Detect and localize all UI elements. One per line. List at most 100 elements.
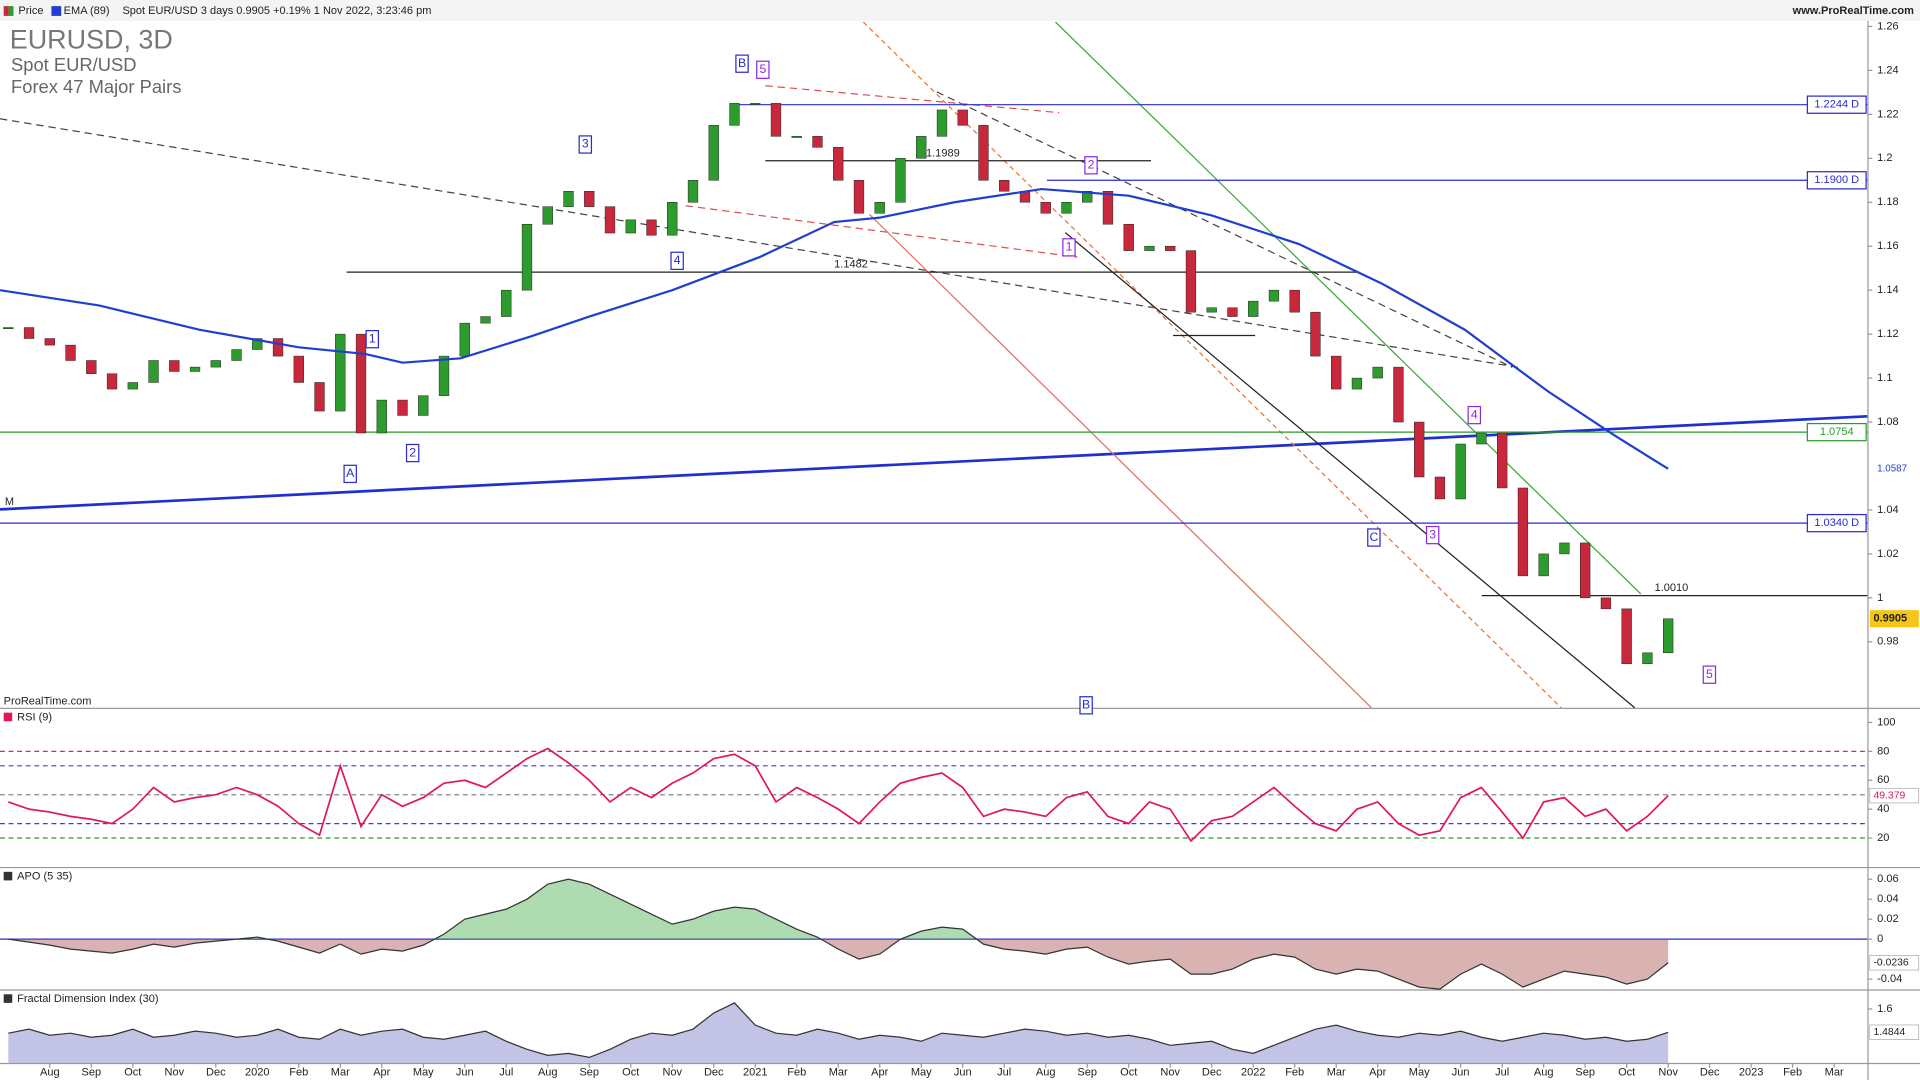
instrument-info: Spot EUR/USD 3 days 0.9905 +0.19% 1 Nov … <box>122 5 431 17</box>
wave-label: 5 <box>1706 667 1713 681</box>
candle <box>1289 289 1300 313</box>
candle <box>604 206 616 234</box>
x-tick-label: Oct <box>622 1067 639 1079</box>
candle <box>86 360 97 374</box>
candle <box>812 136 823 148</box>
x-tick-label: Feb <box>289 1067 308 1079</box>
x-tick-label: Oct <box>1618 1067 1635 1079</box>
price-line-label: 1.0010 <box>1655 582 1689 594</box>
wave-label: 2 <box>1088 158 1095 172</box>
level-label: 1.1900 D <box>1814 174 1859 186</box>
candle <box>584 191 595 207</box>
indicator-line <box>8 747 1669 843</box>
candle <box>729 103 740 126</box>
x-tick-label: Nov <box>164 1067 184 1079</box>
value-label: 49.379 <box>1873 790 1905 801</box>
y-tick-label: 1.02 <box>1877 548 1898 560</box>
candle <box>853 180 865 214</box>
candle <box>1642 652 1653 665</box>
candle <box>542 206 553 225</box>
candle <box>169 360 180 372</box>
candle <box>293 355 304 383</box>
header-bar <box>0 0 1920 21</box>
last-price-label: 0.9905 <box>1873 613 1907 625</box>
subtitle: Spot EUR/USD <box>11 54 137 75</box>
candle <box>1580 542 1591 599</box>
indicator-line <box>8 878 1669 990</box>
candle <box>1040 202 1051 214</box>
candle <box>1538 553 1549 577</box>
site: www.ProRealTime.com <box>1792 5 1914 17</box>
candle <box>895 158 906 203</box>
candle <box>791 136 802 138</box>
candle <box>1185 250 1197 313</box>
x-tick-label: Apr <box>373 1067 390 1079</box>
y-tick-label: 1 <box>1877 592 1883 604</box>
x-tick-label: 2022 <box>1241 1067 1266 1079</box>
candle <box>480 316 491 324</box>
y-tick-label: 1.12 <box>1877 328 1898 340</box>
candle <box>459 322 470 357</box>
level-label: 1.2244 D <box>1814 99 1859 111</box>
legend-swatch <box>3 6 9 16</box>
wave-label: 1 <box>1066 240 1073 254</box>
candle <box>1310 311 1321 357</box>
candle <box>646 219 657 236</box>
wave-box <box>343 464 357 484</box>
wave-label: 3 <box>1429 527 1436 541</box>
wave-box <box>1467 405 1482 425</box>
candle <box>210 360 221 368</box>
candle <box>148 360 159 383</box>
x-tick-label: Aug <box>1534 1067 1554 1079</box>
candle <box>272 338 284 357</box>
wave-box <box>405 443 420 463</box>
x-tick-label: Jul <box>499 1067 513 1079</box>
candle <box>397 399 408 416</box>
x-tick-label: Dec <box>1700 1067 1720 1079</box>
x-tick-label: Mar <box>1327 1067 1346 1079</box>
candle <box>687 180 699 203</box>
x-tick-label: Feb <box>1285 1067 1304 1079</box>
value-box <box>1869 787 1920 804</box>
candle <box>1455 443 1466 500</box>
candle <box>231 349 242 361</box>
y-tick-label: 0.98 <box>1877 636 1898 648</box>
candle <box>1372 366 1383 379</box>
panel-title: Fractal Dimension Index (30) <box>17 993 158 1005</box>
x-tick-label: May <box>413 1067 434 1079</box>
candle <box>1517 487 1529 577</box>
y-tick-label: 0 <box>1877 933 1883 945</box>
candle <box>625 219 636 234</box>
wave-box <box>756 60 770 79</box>
y-tick-label: 1.2 <box>1877 152 1892 164</box>
area-down <box>11 939 1669 990</box>
legend-label: EMA (89) <box>64 5 110 17</box>
wave-box <box>1425 525 1440 545</box>
candle <box>1165 245 1176 251</box>
candle <box>1393 366 1404 423</box>
wave-box <box>578 135 593 154</box>
price-line-label: 1.1989 <box>926 147 960 159</box>
candle <box>355 333 367 434</box>
candle <box>1123 223 1134 251</box>
x-tick-label: Jun <box>1452 1067 1470 1079</box>
x-tick-label: Aug <box>1036 1067 1056 1079</box>
y-tick-label: 100 <box>1877 716 1895 728</box>
wave-box <box>735 54 749 73</box>
y-tick-label: 1.08 <box>1877 416 1898 428</box>
area <box>8 1002 1669 1063</box>
x-tick-label: Nov <box>1658 1067 1678 1079</box>
wave-label: 5 <box>759 62 766 76</box>
y-tick-label: 60 <box>1877 774 1889 786</box>
candle <box>563 191 574 207</box>
candle <box>1351 377 1363 390</box>
price-line-label: 1.1482 <box>834 259 868 271</box>
candle <box>833 147 844 181</box>
wave-box <box>1084 156 1098 175</box>
x-tick-label: May <box>911 1067 932 1079</box>
wave-box <box>365 330 379 349</box>
level-box <box>1806 422 1867 442</box>
candle <box>1497 432 1508 489</box>
candle <box>376 399 387 434</box>
